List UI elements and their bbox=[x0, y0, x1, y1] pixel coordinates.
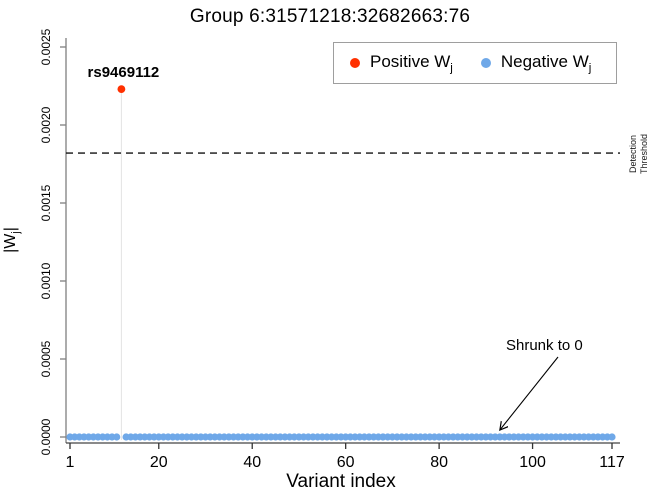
legend: Positive Wj Negative Wj bbox=[333, 42, 617, 84]
y-tick-label: 0.0025 bbox=[39, 28, 53, 65]
y-tick-label: 0.0005 bbox=[39, 340, 53, 377]
threshold-label: Detection Threshold bbox=[628, 133, 649, 175]
legend-label-negative: Negative Wj bbox=[500, 51, 592, 75]
y-tick-label: 0.0020 bbox=[39, 106, 53, 143]
legend-label-positive: Positive Wj bbox=[370, 51, 453, 75]
x-tick-label: 60 bbox=[337, 454, 355, 471]
x-tick-label: 117 bbox=[599, 454, 625, 471]
y-tick-label: 0.0000 bbox=[39, 418, 53, 455]
positive-dot-icon bbox=[350, 57, 360, 68]
x-tick-label: 20 bbox=[150, 454, 168, 471]
x-axis-label: Variant index bbox=[286, 471, 396, 492]
y-tick-label: 0.0015 bbox=[39, 184, 53, 221]
negative-dot-icon bbox=[480, 57, 491, 68]
x-tick-label: 100 bbox=[519, 454, 546, 471]
chart-title: Group 6:31571218:32682663:76 bbox=[189, 6, 471, 27]
variant-label: rs9469112 bbox=[88, 64, 160, 81]
data-point-positive bbox=[117, 85, 126, 94]
annotation-arrow bbox=[500, 356, 559, 430]
legend-item-positive: Positive Wj bbox=[350, 52, 453, 74]
x-tick-label: 80 bbox=[430, 454, 448, 471]
annotation-shrunk-to-zero: Shrunk to 0 bbox=[506, 337, 583, 354]
y-axis-label: |Wj| bbox=[2, 227, 23, 253]
legend-item-negative: Negative Wj bbox=[480, 51, 592, 75]
x-tick-label: 40 bbox=[243, 454, 261, 471]
data-point-negative bbox=[608, 433, 616, 441]
data-point-negative bbox=[113, 433, 121, 441]
x-tick-label: 1 bbox=[66, 454, 75, 471]
y-tick-label: 0.0010 bbox=[39, 262, 53, 299]
